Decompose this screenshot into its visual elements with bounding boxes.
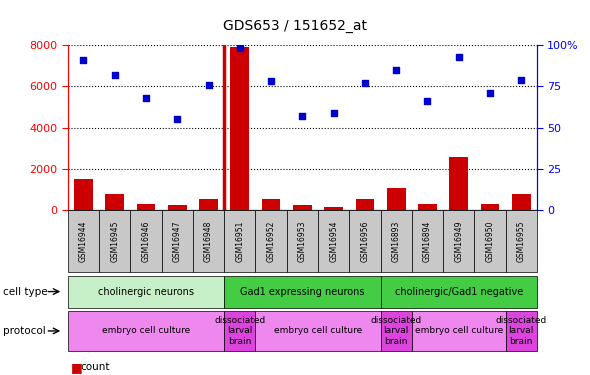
Point — [360, 80, 369, 86]
Text: GSM16893: GSM16893 — [392, 220, 401, 262]
Text: dissociated
larval
brain: dissociated larval brain — [496, 316, 547, 346]
Point — [110, 72, 119, 78]
Point — [204, 82, 214, 88]
Bar — [293, 205, 312, 210]
Point — [422, 98, 432, 104]
Bar — [262, 199, 280, 210]
Point — [297, 113, 307, 119]
Text: GSM16950: GSM16950 — [486, 220, 494, 262]
Text: GSM16951: GSM16951 — [235, 220, 244, 262]
Text: GSM16952: GSM16952 — [267, 220, 276, 262]
Point — [267, 78, 276, 84]
Text: GSM16894: GSM16894 — [423, 220, 432, 262]
Text: GSM16955: GSM16955 — [517, 220, 526, 262]
Text: GSM16949: GSM16949 — [454, 220, 463, 262]
Text: protocol: protocol — [3, 326, 45, 336]
Point — [79, 57, 88, 63]
Text: embryo cell culture: embryo cell culture — [415, 326, 503, 335]
Point — [454, 54, 464, 60]
Text: count: count — [81, 363, 110, 372]
Bar — [387, 188, 405, 210]
Bar — [168, 205, 186, 210]
Text: GSM16953: GSM16953 — [298, 220, 307, 262]
Text: dissociated
larval
brain: dissociated larval brain — [371, 316, 422, 346]
Text: Gad1 expressing neurons: Gad1 expressing neurons — [240, 286, 365, 297]
Point — [235, 45, 244, 51]
Bar — [324, 207, 343, 210]
Bar — [199, 199, 218, 210]
Text: cholinergic/Gad1 negative: cholinergic/Gad1 negative — [395, 286, 523, 297]
Text: cholinergic neurons: cholinergic neurons — [98, 286, 194, 297]
Point — [391, 67, 401, 73]
Text: dissociated
larval
brain: dissociated larval brain — [214, 316, 266, 346]
Point — [329, 110, 339, 116]
Bar — [74, 179, 93, 210]
Text: GSM16944: GSM16944 — [79, 220, 88, 262]
Point — [517, 76, 526, 82]
Text: GSM16945: GSM16945 — [110, 220, 119, 262]
Text: GSM16946: GSM16946 — [142, 220, 150, 262]
Bar — [450, 158, 468, 210]
Point — [142, 95, 151, 101]
Text: GSM16947: GSM16947 — [173, 220, 182, 262]
Bar — [356, 199, 374, 210]
Bar — [418, 204, 437, 210]
Text: embryo cell culture: embryo cell culture — [274, 326, 362, 335]
Bar — [481, 204, 499, 210]
Text: cell type: cell type — [3, 286, 48, 297]
Bar — [231, 47, 249, 210]
Point — [485, 90, 494, 96]
Text: GSM16948: GSM16948 — [204, 220, 213, 262]
Text: GSM16954: GSM16954 — [329, 220, 338, 262]
Text: embryo cell culture: embryo cell culture — [102, 326, 190, 335]
Bar — [512, 194, 530, 210]
Text: ■: ■ — [71, 361, 83, 374]
Point — [173, 116, 182, 122]
Bar — [137, 204, 155, 210]
Text: GDS653 / 151652_at: GDS653 / 151652_at — [223, 19, 367, 33]
Text: GSM16956: GSM16956 — [360, 220, 369, 262]
Bar — [106, 194, 124, 210]
